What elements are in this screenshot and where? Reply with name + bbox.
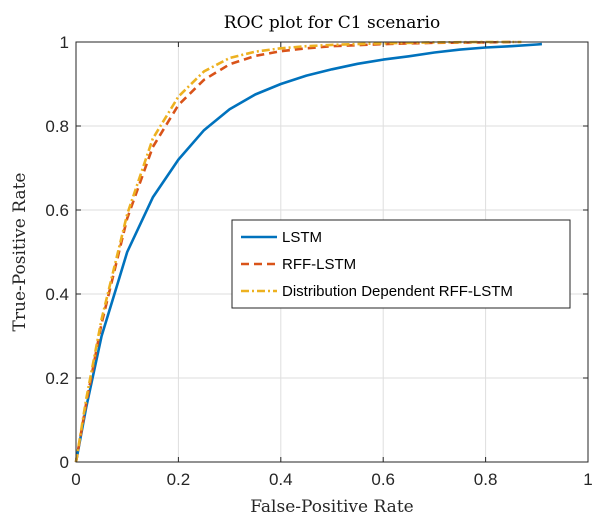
y-tick-label: 0 [60, 453, 69, 472]
x-tick-label: 1 [583, 470, 592, 489]
legend-label: RFF-LSTM [282, 256, 356, 273]
chart-title: ROC plot for C1 scenario [224, 13, 440, 33]
x-tick-label: 0.4 [269, 470, 293, 489]
series-line-distribution-dependent-rff-lstm [74, 40, 522, 463]
x-tick-label: 0.8 [474, 470, 498, 489]
x-axis-label: False-Positive Rate [250, 497, 413, 517]
axis-ticks: 0 0.2 0.4 0.6 0.8 1 0 0.2 0.4 0.6 0.8 1 [45, 33, 592, 489]
legend: LSTM RFF-LSTM Distribution Dependent RFF-L… [231, 219, 571, 309]
x-tick-label: 0 [71, 470, 80, 489]
legend-box [231, 219, 571, 309]
x-tick-label: 0.6 [371, 470, 395, 489]
y-tick-label: 0.6 [45, 201, 69, 220]
series-layer [74, 40, 543, 463]
legend-label: Distribution Dependent RFF-LSTM [282, 283, 513, 300]
y-tick-label: 0.2 [45, 369, 69, 388]
series-line-lstm [74, 42, 543, 463]
legend-label: LSTM [282, 229, 322, 246]
y-tick-label: 0.8 [45, 117, 69, 136]
x-tick-label: 0.2 [167, 470, 191, 489]
y-axis-label: True-Positive Rate [10, 173, 30, 332]
y-tick-label: 0.4 [45, 285, 69, 304]
y-tick-label: 1 [60, 33, 69, 52]
plot-frame [75, 41, 589, 463]
